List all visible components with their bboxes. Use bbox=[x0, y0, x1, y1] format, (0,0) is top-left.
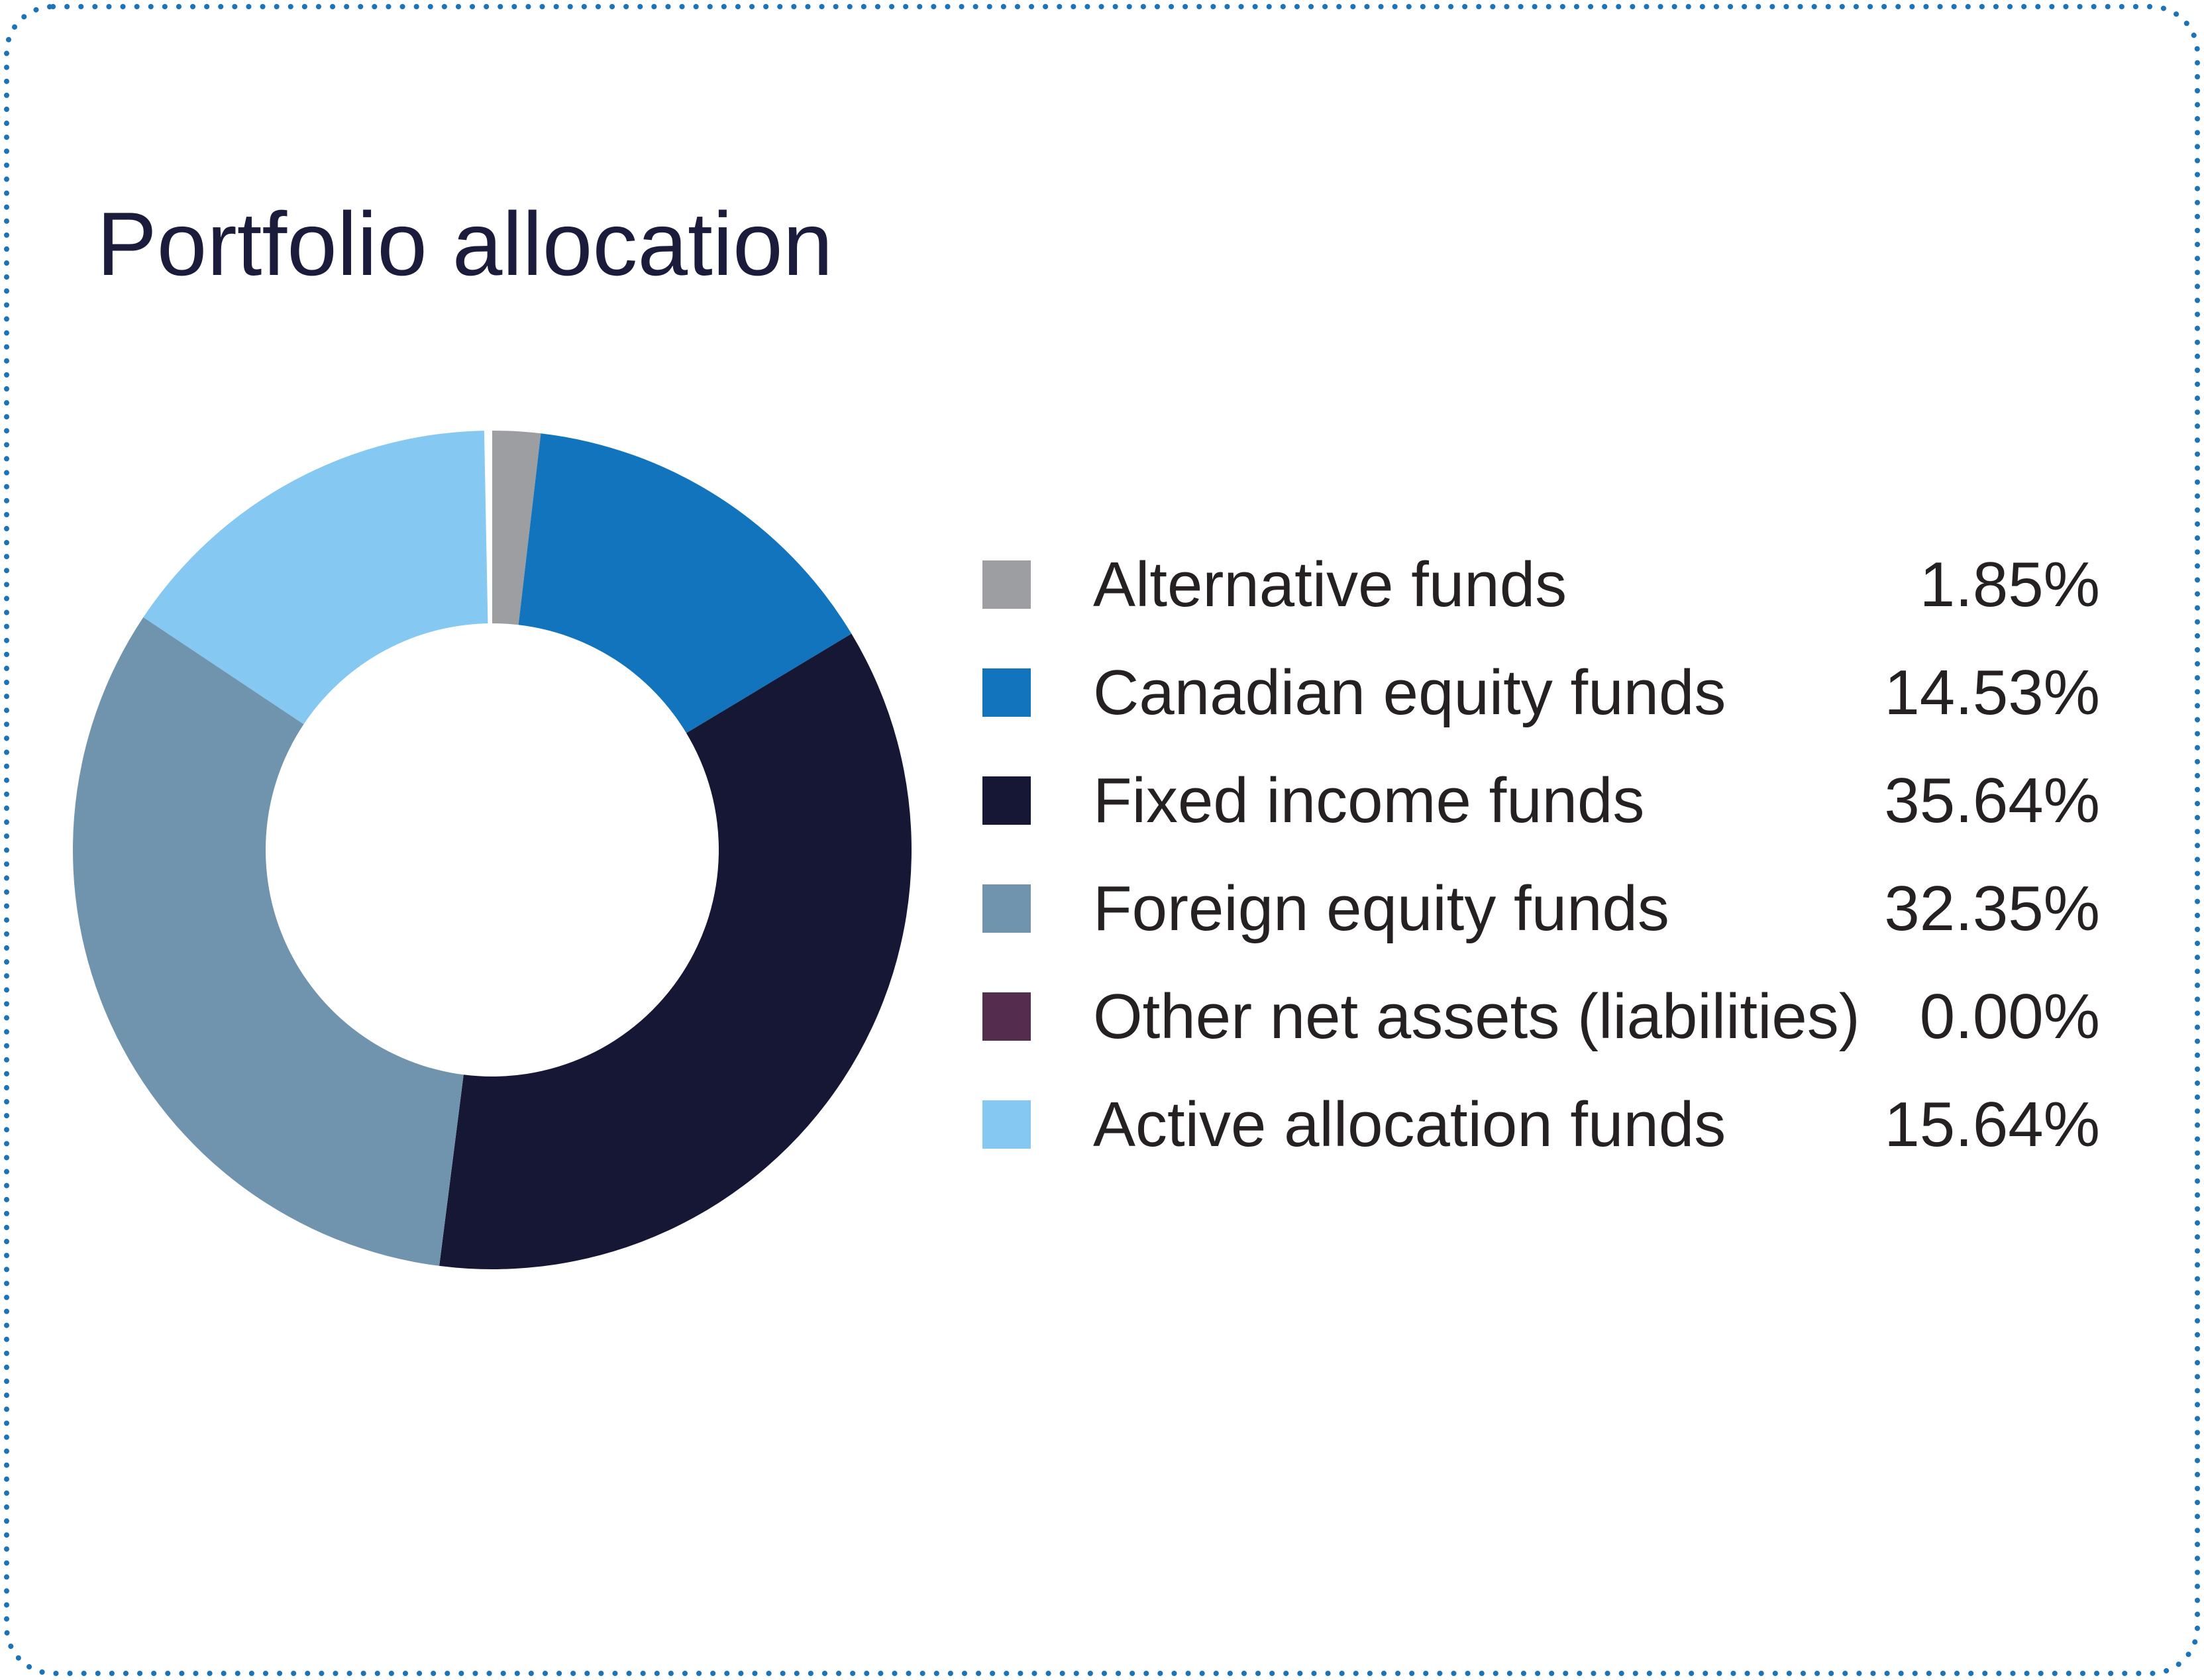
swatch-canadian-equity-funds bbox=[982, 668, 1031, 717]
legend-label: Foreign equity funds bbox=[1093, 872, 1669, 944]
legend-value: 1.85% bbox=[1919, 549, 2100, 620]
legend-label: Fixed income funds bbox=[1093, 764, 1645, 836]
swatch-fixed-income-funds bbox=[982, 776, 1031, 825]
page-title: Portfolio allocation bbox=[97, 193, 833, 294]
legend-row-canadian-equity-funds: Canadian equity funds 14.53% bbox=[982, 660, 2100, 724]
legend-row-foreign-equity-funds: Foreign equity funds 32.35% bbox=[982, 876, 2100, 940]
legend: Alternative funds 1.85% Canadian equity … bbox=[982, 552, 2100, 1208]
donut-slice-1 bbox=[518, 433, 852, 733]
donut-slice-5 bbox=[143, 431, 492, 725]
swatch-other-net-assets bbox=[982, 992, 1031, 1041]
legend-value: 14.53% bbox=[1884, 656, 2100, 728]
legend-label: Other net assets (liabilities) bbox=[1093, 980, 1860, 1052]
legend-value: 32.35% bbox=[1884, 872, 2100, 944]
donut-slice-3 bbox=[73, 617, 464, 1266]
legend-row-active-allocation-funds: Active allocation funds 15.64% bbox=[982, 1092, 2100, 1156]
donut-chart bbox=[73, 431, 912, 1269]
donut-slice-gap bbox=[484, 431, 492, 624]
donut-slice-2 bbox=[439, 633, 912, 1269]
legend-row-other-net-assets: Other net assets (liabilities) 0.00% bbox=[982, 984, 2100, 1048]
legend-value: 0.00% bbox=[1919, 980, 2100, 1052]
legend-row-alternative-funds: Alternative funds 1.85% bbox=[982, 552, 2100, 616]
legend-value: 35.64% bbox=[1884, 764, 2100, 836]
legend-label: Active allocation funds bbox=[1093, 1088, 1726, 1160]
legend-value: 15.64% bbox=[1884, 1088, 2100, 1160]
swatch-alternative-funds bbox=[982, 560, 1031, 609]
swatch-foreign-equity-funds bbox=[982, 884, 1031, 933]
legend-label: Alternative funds bbox=[1093, 549, 1567, 620]
swatch-active-allocation-funds bbox=[982, 1100, 1031, 1149]
legend-label: Canadian equity funds bbox=[1093, 656, 1726, 728]
donut-slice-0 bbox=[492, 431, 541, 625]
legend-row-fixed-income-funds: Fixed income funds 35.64% bbox=[982, 768, 2100, 832]
